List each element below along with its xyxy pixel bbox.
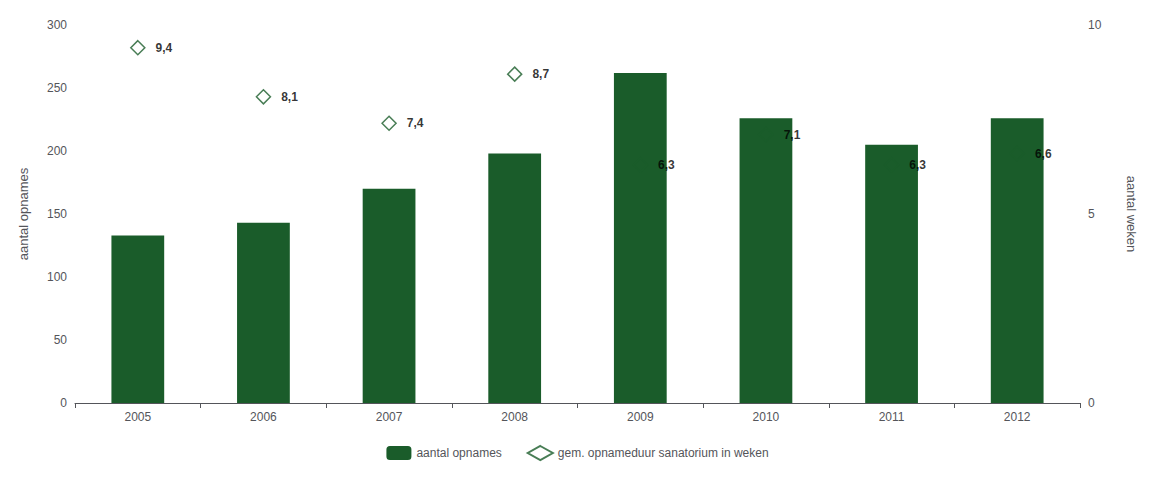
svg-text:7,4: 7,4 [407,116,424,130]
svg-text:2007: 2007 [376,410,403,424]
svg-text:2005: 2005 [124,410,151,424]
svg-text:6,3: 6,3 [658,158,675,172]
svg-text:2008: 2008 [501,410,528,424]
svg-text:5: 5 [1088,207,1095,221]
svg-text:250: 250 [47,81,67,95]
svg-text:100: 100 [47,270,67,284]
svg-text:2010: 2010 [753,410,780,424]
svg-text:6,3: 6,3 [909,158,926,172]
svg-text:10: 10 [1088,18,1102,32]
svg-text:aantal weken: aantal weken [1124,176,1139,253]
svg-text:2011: 2011 [879,410,905,424]
svg-text:6,6: 6,6 [1035,147,1052,161]
svg-text:2012: 2012 [1004,410,1031,424]
svg-text:7,1: 7,1 [784,128,801,142]
svg-text:150: 150 [47,207,67,221]
svg-text:200: 200 [47,144,67,158]
svg-text:gem. opnameduur sanatorium in: gem. opnameduur sanatorium in weken [558,446,769,460]
svg-text:50: 50 [54,333,68,347]
svg-text:0: 0 [1088,396,1095,410]
svg-text:0: 0 [60,396,67,410]
svg-text:2006: 2006 [250,410,277,424]
svg-text:2009: 2009 [627,410,654,424]
svg-text:8,7: 8,7 [532,67,549,81]
svg-text:aantal opnames: aantal opnames [416,446,501,460]
svg-text:300: 300 [47,18,67,32]
svg-text:aantal opnames: aantal opnames [16,167,31,260]
svg-text:9,4: 9,4 [156,41,173,55]
svg-text:8,1: 8,1 [281,90,298,104]
